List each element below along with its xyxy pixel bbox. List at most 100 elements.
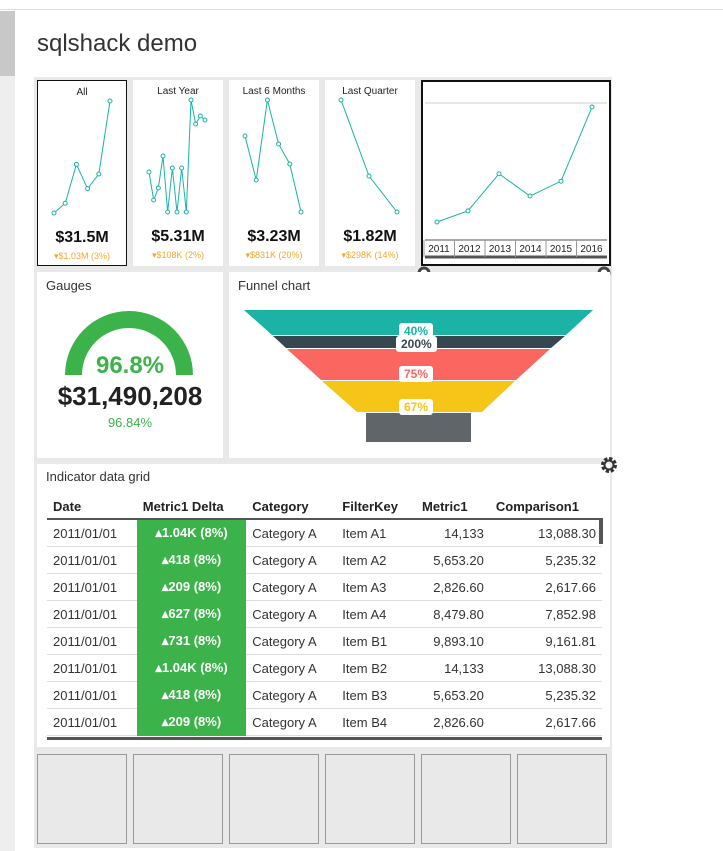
grid-cell: 2011/01/01 bbox=[47, 519, 137, 547]
sparkline-point bbox=[197, 113, 203, 119]
x-tick-label: 2012 bbox=[458, 244, 481, 255]
kpi-value: $31.5M bbox=[55, 229, 109, 246]
top-bar bbox=[0, 0, 723, 10]
kpi-label: Last Quarter bbox=[342, 86, 398, 97]
gauge-percent: 96.8% bbox=[95, 352, 165, 379]
gauge-arc bbox=[65, 311, 193, 375]
scrollbar-thumb[interactable] bbox=[0, 11, 15, 76]
gear-ring bbox=[603, 459, 615, 471]
grid-row: 2011/01/01 ▴418 (8%) Category A Item B3 5,65… bbox=[47, 681, 602, 709]
sparkline-point bbox=[253, 177, 259, 183]
grid-cell: Category A bbox=[246, 654, 337, 682]
gauge-panel: Gauges 96.8% $31,490,208 96.84% bbox=[37, 272, 223, 458]
kpi-label: Last Year bbox=[157, 86, 199, 97]
kpi-label: All bbox=[76, 87, 88, 98]
grid-cell: 13,088.30 bbox=[489, 519, 602, 547]
grid-row: 2011/01/01 ▴418 (8%) Category A Item A2 5,65… bbox=[47, 546, 602, 574]
grid-cell: 2,617.66 bbox=[489, 573, 602, 601]
panel-title: Gauges bbox=[46, 278, 92, 293]
grid-cell: 9,161.81 bbox=[489, 627, 602, 655]
grid-cell: 8,479.80 bbox=[416, 600, 490, 628]
sparkline-point bbox=[394, 209, 400, 215]
grid-cell: Item A2 bbox=[336, 546, 417, 574]
trend-chart[interactable]: 2011 2012 2013 2014 2015 2016 bbox=[421, 80, 611, 266]
kpi-tile[interactable]: Last 6 Months $3.23M ▾$831K (20%) bbox=[229, 80, 319, 266]
grid-cell: Category A bbox=[246, 627, 337, 655]
column-header: Comparison1 bbox=[489, 494, 602, 520]
sparkline-point bbox=[96, 171, 102, 177]
funnel-stage bbox=[322, 381, 515, 412]
grid-scroll[interactable]: Date Metric1 Delta Category FilterKey Metric… bbox=[47, 494, 602, 739]
empty-tile[interactable] bbox=[133, 754, 223, 844]
sparkline-point bbox=[160, 153, 166, 159]
settings-gear[interactable] bbox=[599, 455, 619, 475]
grid-cell: 7,852.98 bbox=[489, 600, 602, 628]
kpi-delta: ▾$831K (20%) bbox=[245, 250, 303, 260]
grid-row: 2011/01/01 ▴731 (8%) Category A Item B1 9,89… bbox=[47, 627, 602, 655]
grid-cell: Category A bbox=[246, 519, 337, 547]
grid-header-row: Date Metric1 Delta Category FilterKey Metric… bbox=[47, 494, 602, 520]
gauge-comparison: 96.84% bbox=[107, 415, 153, 430]
grid-cell: 2011/01/01 bbox=[47, 600, 137, 628]
sparkline-point bbox=[193, 121, 199, 127]
gauge-value: $31,490,208 bbox=[57, 381, 203, 411]
sparkline-point bbox=[51, 210, 57, 216]
empty-tile[interactable] bbox=[325, 754, 415, 844]
grid-cell: ▴1.04K (8%) bbox=[136, 519, 247, 547]
scrollbar-track bbox=[0, 11, 15, 851]
sparkline-point bbox=[146, 169, 152, 175]
grid-cell: 2011/01/01 bbox=[47, 708, 137, 736]
sparkline-point bbox=[496, 171, 502, 177]
sparkline-svg bbox=[146, 97, 208, 215]
kpi-value: $1.82M bbox=[343, 228, 397, 245]
grid-scrollbar[interactable] bbox=[47, 737, 602, 740]
sparkline-point bbox=[165, 209, 171, 215]
sparkline-point bbox=[298, 209, 304, 215]
grid-row: 2011/01/01 ▴1.04K (8%) Category A Item A1 14… bbox=[47, 519, 602, 547]
x-tick-label: 2015 bbox=[550, 244, 573, 255]
sparkline-point bbox=[179, 165, 185, 171]
gauge-svg bbox=[65, 311, 193, 375]
grid-cell: 14,133 bbox=[416, 654, 490, 682]
sparkline-point bbox=[183, 209, 189, 215]
sparkline-point bbox=[242, 133, 248, 139]
sparkline-point bbox=[169, 165, 175, 171]
funnel-stage bbox=[244, 310, 593, 335]
empty-tile[interactable] bbox=[421, 754, 511, 844]
sparkline-point bbox=[527, 193, 533, 199]
grid-cell: Item A4 bbox=[336, 600, 417, 628]
panel-title: Funnel chart bbox=[238, 278, 311, 293]
grid-cell: 14,133 bbox=[416, 519, 490, 547]
sparkline-point bbox=[188, 97, 194, 103]
sparkline bbox=[244, 99, 302, 213]
sparkline-svg bbox=[338, 97, 400, 215]
sparkline-svg bbox=[242, 97, 304, 215]
sparkline-point bbox=[85, 186, 91, 192]
grid-vscroll[interactable] bbox=[599, 518, 603, 544]
funnel-label: 67% bbox=[399, 399, 434, 415]
sparkline-point bbox=[73, 161, 79, 167]
grid-cell: 5,235.32 bbox=[489, 681, 602, 709]
kpi-tile[interactable]: Last Year $5.31M ▾$108K (2%) bbox=[133, 80, 223, 266]
grid-row: 2011/01/01 ▴627 (8%) Category A Item A4 8,47… bbox=[47, 600, 602, 628]
kpi-tile[interactable]: All $31.5M ▾$1.03M (3%) bbox=[37, 80, 127, 266]
grid-cell: Item B1 bbox=[336, 627, 417, 655]
grid-cell: 2011/01/01 bbox=[47, 681, 137, 709]
empty-tile[interactable] bbox=[37, 754, 127, 844]
empty-tile[interactable] bbox=[229, 754, 319, 844]
sparkline bbox=[436, 106, 593, 223]
column-header: Date bbox=[47, 494, 137, 520]
data-grid: Date Metric1 Delta Category FilterKey Metric… bbox=[47, 494, 602, 736]
sparkline bbox=[148, 99, 206, 213]
funnel-panel: Funnel chart 40% 200% 75% 67% bbox=[229, 272, 610, 458]
column-header: Metric1 bbox=[416, 494, 490, 520]
panel-title: Indicator data grid bbox=[46, 469, 151, 484]
empty-tile[interactable] bbox=[517, 754, 607, 844]
grid-cell: 2011/01/01 bbox=[47, 573, 137, 601]
kpi-tile[interactable]: Last Quarter $1.82M ▾$298K (14%) bbox=[325, 80, 415, 266]
sparkline-point bbox=[589, 104, 595, 110]
grid-cell: Category A bbox=[246, 546, 337, 574]
grid-cell: 2011/01/01 bbox=[47, 654, 137, 682]
grid-cell: ▴418 (8%) bbox=[136, 546, 247, 574]
kpi-value: $5.31M bbox=[151, 228, 205, 245]
